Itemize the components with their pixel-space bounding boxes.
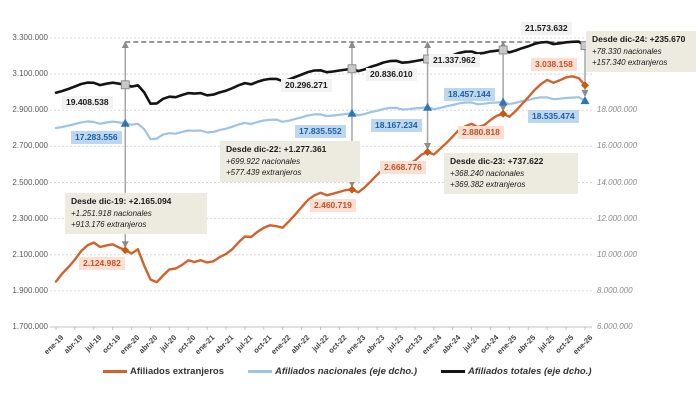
legend-item: Afiliados totales (eje dcho.) [441, 366, 592, 377]
value-label: 21.337.962 [429, 54, 480, 67]
value-label: 2.124.982 [79, 257, 125, 270]
extranjeros-diamond-marker [121, 246, 130, 255]
annotation-title: Desde dic-19: +2.165.094 [71, 196, 172, 206]
annotation-box: Desde dic-24: +235.670 +78.330 nacionales… [586, 31, 696, 73]
total-square-marker [347, 64, 357, 74]
legend-swatch-icon [247, 370, 272, 373]
legend-item: Afiliados extranjeros [103, 366, 224, 377]
right-axis-tick-label: 14.000.000 [597, 177, 638, 187]
value-label: 17.283.556 [71, 131, 122, 144]
legend-label: Afiliados totales (eje dcho.) [468, 366, 592, 377]
value-label: 20.296.271 [281, 79, 332, 92]
extranjeros-diamond-marker [581, 81, 589, 90]
right-axis-tick-label: 10.000.000 [597, 249, 638, 259]
extranjeros-diamond-marker [499, 109, 508, 118]
annotation-title: Desde dic-22: +1.277.361 [226, 144, 327, 154]
right-axis-tick-label: 12.000.000 [597, 213, 638, 223]
value-label: 20.836.010 [366, 68, 417, 81]
value-label: 19.408.538 [62, 96, 113, 109]
total-square-marker [120, 80, 130, 90]
legend-swatch-icon [103, 370, 127, 373]
right-axis-tick-label: 16.000.000 [597, 141, 638, 151]
series-line-extranjeros [54, 75, 587, 284]
arrow-up-icon [348, 41, 356, 48]
value-label: 18.167.234 [371, 119, 422, 132]
left-axis-tick-label: 2.300.000 [12, 213, 48, 223]
extranjeros-diamond-marker [347, 185, 356, 194]
legend-label: Afiliados nacionales (eje dcho.) [274, 366, 417, 377]
left-axis-tick-label: 1.900.000 [12, 285, 48, 295]
arrow-up-icon [424, 41, 432, 48]
arrow-down-icon [499, 104, 507, 112]
arrow-down-icon [581, 90, 589, 97]
series-line-nacionales [54, 96, 587, 141]
annotation-line: +1.251.918 nacionales [71, 208, 152, 218]
left-axis-tick-label: 3.300.000 [12, 33, 48, 42]
chart-legend: Afiliados extranjeros Afiliados nacionale… [103, 366, 592, 377]
right-axis-tick-label: 6.000.000 [597, 322, 633, 331]
series-line-totales [54, 40, 587, 105]
value-label: 17.835.552 [295, 125, 346, 138]
value-label: 2.668.776 [380, 161, 426, 174]
left-axis-tick-label: 3.100.000 [12, 69, 48, 79]
value-label: 18.457.144 [444, 88, 495, 101]
left-axis-tick-label: 2.500.000 [12, 177, 48, 187]
nacionales-triangle-marker [580, 96, 590, 105]
annotation-line: +913.176 extranjeros [71, 220, 147, 230]
annotation-line: +699.922 nacionales [226, 156, 301, 166]
annotation-line: +78.330 nacionales [592, 46, 662, 56]
value-label: 2.460.719 [310, 199, 356, 212]
arrow-up-icon [121, 41, 129, 48]
value-label: 3.038.158 [531, 58, 577, 71]
value-label: 18.535.474 [528, 110, 579, 123]
annotation-line: +577.439 extranjeros [226, 168, 302, 178]
left-axis-tick-label: 2.100.000 [12, 249, 48, 259]
arrow-down-icon [424, 143, 432, 151]
left-axis-tick-label: 2.700.000 [12, 141, 48, 151]
arrow-down-icon [348, 180, 356, 188]
nacionales-triangle-marker [423, 102, 433, 111]
right-axis-tick-label: 8.000.000 [597, 285, 633, 295]
annotation-title: Desde dic-24: +235.670 [592, 34, 686, 44]
right-axis-tick-label: 18.000.000 [597, 105, 638, 115]
nacionales-triangle-marker [498, 97, 508, 106]
left-axis-tick-label: 2.900.000 [12, 105, 48, 115]
nacionales-triangle-marker [347, 108, 357, 117]
legend-swatch-icon [441, 370, 465, 373]
legend-label: Afiliados extranjeros [130, 366, 224, 377]
legend-item: Afiliados nacionales (eje dcho.) [247, 366, 417, 377]
left-axis-tick-label: 1.700.000 [12, 322, 48, 331]
extranjeros-diamond-marker [423, 148, 432, 157]
value-label: 2.880.818 [458, 126, 504, 139]
annotation-title: Desde dic-23: +737.622 [450, 156, 544, 166]
arrow-down-icon [121, 241, 129, 249]
annotation-line: +369.382 extranjeros [450, 180, 526, 190]
annotation-box: Desde dic-23: +737.622 +368.240 nacionale… [444, 153, 578, 195]
value-label: 21.573.632 [521, 22, 572, 35]
annotation-box: Desde dic-22: +1.277.361 +699.922 naciona… [220, 141, 360, 183]
nacionales-triangle-marker [120, 118, 130, 127]
annotation-line: +368.240 nacionales [450, 168, 525, 178]
annotation-box: Desde dic-19: +2.165.094 +1.251.918 nacio… [65, 193, 207, 235]
total-square-marker [498, 45, 508, 55]
annotation-line: +157.340 extranjeros [592, 58, 668, 68]
